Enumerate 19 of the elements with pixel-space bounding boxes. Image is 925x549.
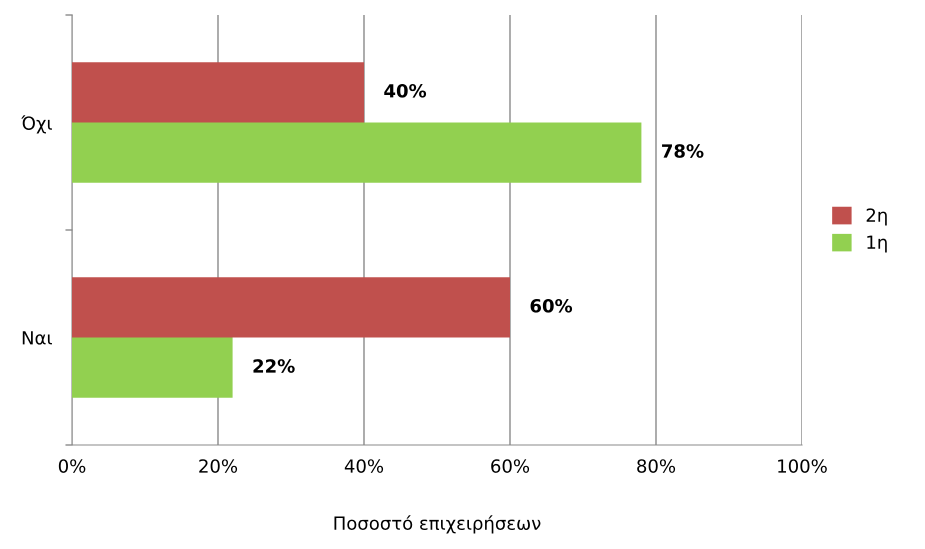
x-tick-label: 40% — [344, 459, 384, 473]
data-label: 78% — [662, 144, 704, 158]
bar — [72, 338, 233, 398]
bar — [72, 122, 642, 183]
x-tick-label: 100% — [778, 459, 827, 473]
data-label: 22% — [253, 359, 295, 373]
x-tick-label: 60% — [491, 459, 530, 473]
data-label: 60% — [530, 298, 572, 313]
x-tick-label: 20% — [199, 459, 238, 473]
x-tick-label: 80% — [637, 459, 676, 473]
x-axis-title: Ποσοστό επιχειρήσεων — [334, 515, 540, 534]
x-tick-label: 0% — [58, 459, 86, 473]
y-tick-label: Όχι — [21, 115, 52, 134]
legend-label: 2η — [866, 208, 887, 226]
legend-label: 1η — [867, 236, 887, 253]
data-label: 40% — [384, 84, 426, 98]
bar — [72, 62, 364, 122]
bar — [72, 277, 510, 338]
y-tick-label: Ναι — [22, 331, 52, 345]
